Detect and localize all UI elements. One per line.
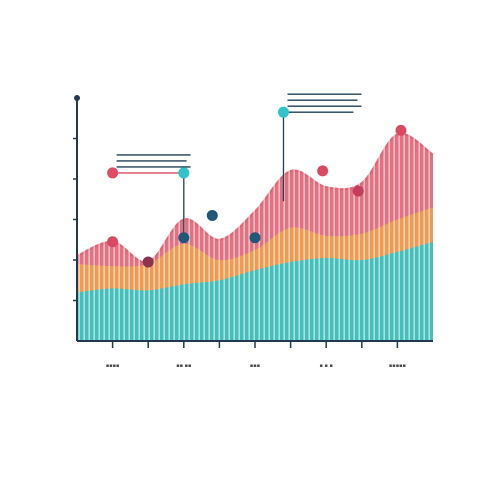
data-point-marker [352, 185, 364, 197]
x-tick-label: ▪▪ ▪▪ [176, 363, 191, 369]
y-axis-end-dot [74, 95, 80, 101]
data-point-marker [206, 209, 218, 221]
x-tick-label: ▪▪▪ [250, 363, 260, 369]
callout-2-dot [178, 167, 190, 179]
x-ticks: ▪▪▪▪ ▪▪ ▪▪ ▪▪▪ ▪ ▪ ▪ ▪▪▪▪▪ [106, 341, 406, 369]
callout-group [107, 93, 362, 236]
data-point-marker [142, 256, 154, 268]
stripe-rect [77, 60, 433, 341]
data-point-marker [107, 236, 119, 248]
data-point-marker [249, 232, 261, 244]
stripe-texture [77, 60, 433, 341]
x-tick-label: ▪ ▪ ▪ [320, 363, 333, 369]
callout-3-dot [277, 106, 289, 118]
y-ticks [73, 137, 77, 302]
marker-group [107, 124, 407, 268]
x-tick-label: ▪▪▪▪▪ [389, 363, 406, 369]
callout-1-dot [107, 167, 119, 179]
data-point-marker [395, 124, 407, 136]
x-tick-label: ▪▪▪▪ [106, 363, 120, 369]
data-point-marker [178, 232, 190, 244]
data-point-marker [317, 165, 329, 177]
